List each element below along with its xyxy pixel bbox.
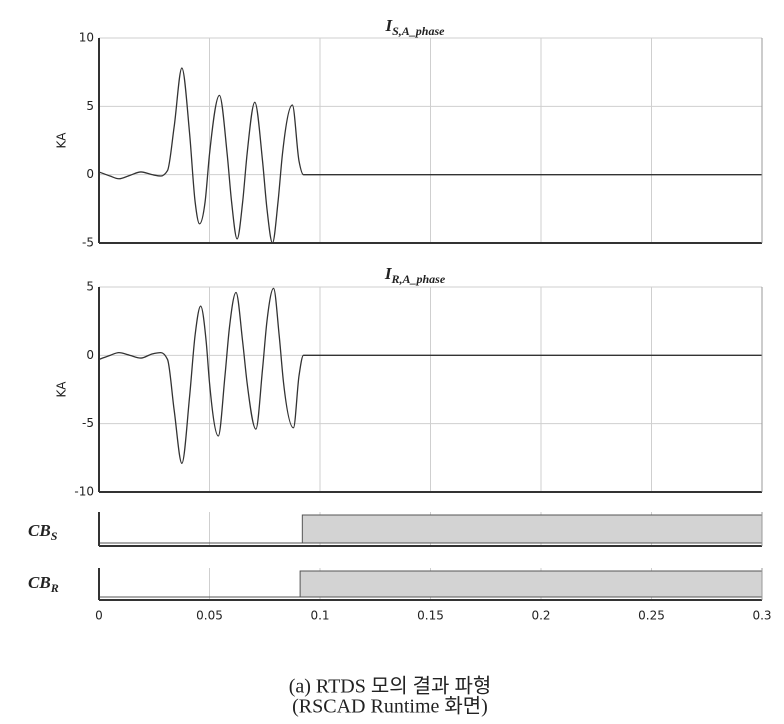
title-main: I <box>385 16 394 35</box>
caption: (a) RTDS 모의 결과 파형 <box>289 675 492 698</box>
waveform <box>98 287 763 464</box>
y-axis-label: KA <box>55 132 69 149</box>
panel-title: CBS <box>28 521 58 543</box>
panel-title: IS,A_phase <box>385 16 446 38</box>
y-tick-label: 5 <box>86 99 94 113</box>
x-tick-label: 0 <box>95 609 103 623</box>
y-tick-label: -5 <box>82 416 94 430</box>
waveform <box>98 67 762 244</box>
y-tick-label: 0 <box>86 348 94 362</box>
x-tick-label: 0.05 <box>196 609 223 623</box>
panel-title: CBR <box>28 573 59 595</box>
panel-title: IR,A_phase <box>384 264 446 286</box>
y-tick-label: -10 <box>74 485 94 499</box>
title-subscript: S <box>51 529 58 543</box>
x-tick-label: 0.2 <box>531 609 550 623</box>
x-tick-label: 0.15 <box>417 609 444 623</box>
x-tick-label: 0.3 <box>752 609 771 623</box>
title-main: CB <box>28 521 51 540</box>
breaker-state <box>99 514 763 544</box>
title-main: I <box>384 264 393 283</box>
y-tick-label: 0 <box>86 167 94 181</box>
title-subscript: R,A_phase <box>390 272 445 286</box>
x-tick-label: 0.1 <box>310 609 329 623</box>
title-main: CB <box>28 573 51 592</box>
title-subscript: R <box>50 581 59 595</box>
y-tick-label: 10 <box>79 31 94 45</box>
title-subscript: S,A_phase <box>392 24 445 38</box>
y-tick-label: -5 <box>82 236 94 250</box>
caption: (RSCAD Runtime 화면) <box>292 695 488 718</box>
y-axis-label: KA <box>55 381 69 398</box>
breaker-state <box>99 570 763 598</box>
x-tick-label: 0.25 <box>638 609 665 623</box>
y-tick-label: 5 <box>86 280 94 294</box>
